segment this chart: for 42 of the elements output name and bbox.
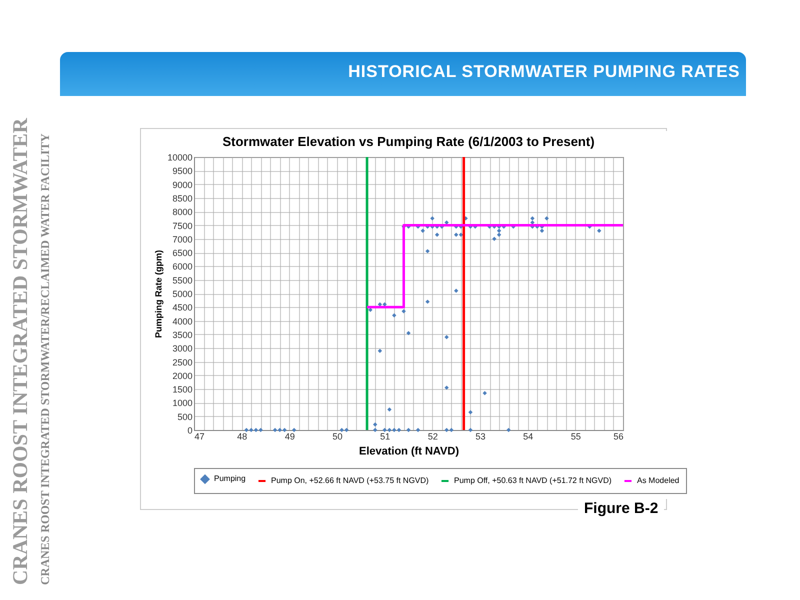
x-tick-label: 53 (475, 432, 486, 442)
x-tick-label: 51 (380, 432, 390, 442)
legend-label: Pump On, +52.66 ft NAVD (+53.75 ft NGVD) (271, 476, 430, 485)
text: CRANES ROOST INTEGRATED STORMWATER/RECLAIMED WATER FACILITY (38, 133, 53, 585)
y-tick-label: 4500 (172, 302, 192, 313)
y-tick-label: 1500 (172, 384, 192, 395)
y-tick-label: 10000 (167, 152, 192, 162)
y-tick-label: 6000 (172, 262, 192, 272)
x-tick-label: 48 (237, 432, 248, 442)
y-tick-label: 0 (187, 426, 192, 436)
y-tick-label: 9000 (172, 180, 192, 190)
text: CRANES ROOST INTEGRATED STORMWATER (8, 118, 33, 585)
y-axis-title: Pumping Rate (gpm) (153, 250, 164, 338)
x-tick-label: 52 (428, 432, 438, 442)
y-tick-label: 1000 (172, 398, 192, 408)
x-axis-title: Elevation (ft NAVD) (358, 446, 460, 458)
x-tick-label: 54 (523, 432, 534, 442)
chart-subtitle: Stormwater Elevation vs Pumping Rate (6/1/2003 to Present) (222, 134, 595, 149)
y-tick-label: 5500 (172, 275, 192, 286)
y-tick-label: 9500 (172, 166, 192, 176)
legend-label: As Modeled (637, 476, 680, 485)
y-tick-label: 3000 (172, 344, 192, 354)
chart-title: HISTORICAL STORMWATER PUMPING RATES (348, 62, 740, 82)
y-tick-label: 8500 (172, 193, 192, 204)
y-tick-label: 7000 (172, 234, 192, 244)
x-tick-label: 49 (284, 432, 295, 442)
legend-label: Pump Off, +50.63 ft NAVD (+51.72 ft NGVD) (454, 476, 612, 485)
text: Figure B-2 (578, 500, 664, 517)
y-tick-label: 5000 (172, 289, 192, 299)
y-tick-label: 4000 (172, 316, 192, 326)
x-tick-label: 56 (613, 432, 624, 442)
x-tick-label: 47 (194, 432, 205, 442)
y-tick-label: 3500 (172, 330, 192, 340)
x-tick-label: 55 (570, 432, 581, 442)
y-tick-label: 7500 (172, 220, 192, 231)
x-tick-label: 50 (332, 432, 343, 442)
y-tick-label: 500 (177, 412, 192, 422)
y-tick-label: 2500 (172, 357, 192, 368)
y-tick-label: 6500 (172, 248, 192, 258)
y-tick-label: 8000 (172, 207, 192, 218)
legend-label: Pumping (214, 474, 246, 484)
y-tick-label: 2000 (172, 370, 192, 381)
